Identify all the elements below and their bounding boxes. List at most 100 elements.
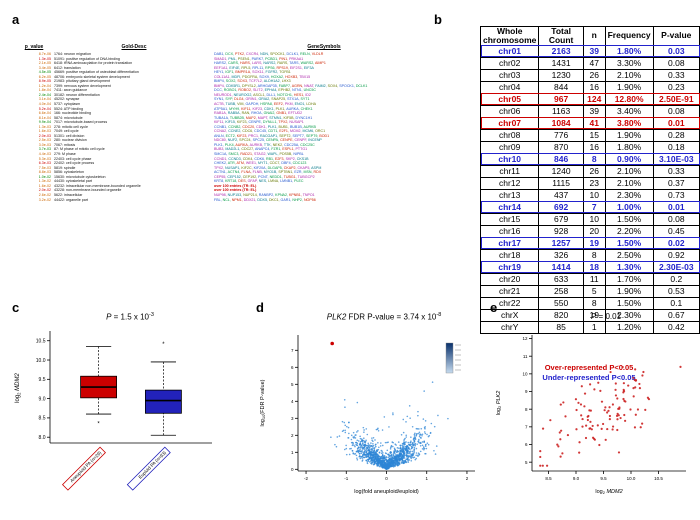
- svg-text:10.5: 10.5: [654, 476, 663, 481]
- go-desc: 87: M phase of mitotic cell cycle: [54, 147, 105, 152]
- go-pvalue: 9.9e-04: [38, 120, 51, 125]
- go-term-row: 6.3e-03 22402: cell cycle process CHEK2, A…: [14, 161, 434, 166]
- go-genes: BUB3, MAD2L1, CDC27, ANAPC4, FZR1, ESPL1…: [214, 147, 308, 152]
- go-term-row: 4.4e-03 279: M phase SMC1A, SMC3, RAD21, S…: [14, 152, 434, 157]
- go-desc: 7411: axon guidance: [54, 88, 88, 93]
- chromosome-table-header: Whole chromosome Total Count n Frequency…: [479, 26, 700, 46]
- go-desc: 51301: cell division: [54, 133, 85, 138]
- svg-text:3: 3: [291, 416, 294, 421]
- go-desc: 45202: synapse: [54, 97, 80, 102]
- go-desc: 6418: tRNA aminoacylation for protein tr…: [54, 61, 133, 66]
- panel-d-label: d: [256, 300, 264, 315]
- go-header-desc: Gold-Desc: [121, 44, 147, 50]
- go-term-row: 1.3e-02 44430: cytoskeletal part KRT8, KRT…: [14, 179, 434, 184]
- go-term-row: 3.1e-04 45202: synapse SYN1, SYP, DLG4, GR…: [14, 97, 434, 102]
- go-pvalue: 4.5e-05: [38, 70, 51, 75]
- go-term-row: 8.1e-04 5874: microtubule TUBA1A, TUBB2B, …: [14, 116, 434, 121]
- volcano-chart: 0 1 2 3 4 5 6 7 -2 -1 0 1 2 log10(FDR P-value) log(fol…: [260, 335, 475, 495]
- svg-text:10.0: 10.0: [36, 358, 46, 364]
- svg-text:*: *: [162, 342, 165, 348]
- x-axis-label: log2 MDM2: [595, 489, 622, 495]
- go-pvalue: 1.3e-02: [38, 179, 51, 184]
- go-pvalue: 1.0e-02: [38, 174, 51, 179]
- go-pvalue: 8.9e-05: [38, 79, 51, 84]
- go-pvalue: 3.7e-03: [38, 147, 51, 152]
- col-header-n: n: [582, 26, 606, 46]
- go-desc: 5524: ATP binding: [54, 106, 84, 111]
- go-genes: RAB1A, RAB5A, RAN, RHOA, GNAI2, GNB1, EF…: [214, 111, 303, 116]
- chromosome-row: chrX 820 19 2.30% 0.67: [479, 308, 700, 322]
- go-genes: KRT8, KRT18, DES, GFAP, NES, LMNA, LMNB1…: [214, 179, 304, 184]
- svg-text:10.0: 10.0: [627, 476, 636, 481]
- go-pvalue: 1.6e-03: [38, 129, 51, 134]
- x-axis-label: Aneuploid PA (n=29): [62, 446, 106, 491]
- go-desc: 48706: embryonic skeletal system develop…: [54, 74, 130, 79]
- go-term-row: 2.6e-02 5622: intracellular NUP98, NUP153,…: [14, 193, 434, 198]
- svg-text:*: *: [97, 422, 100, 428]
- go-desc: 43228: non-membrane-bounded organelle: [54, 188, 122, 193]
- go-genes: CCNB1, CCNB2, CDC20, CDK1, PLK1, BUB1, B…: [214, 124, 316, 129]
- svg-text:12: 12: [522, 336, 528, 341]
- go-term-row: 7.5e-03 5819: spindle TPX2, NUSAP1, KIF2C,…: [14, 166, 434, 171]
- chromosome-row: chr10 846 8 0.90% 3.10E-03: [479, 152, 700, 166]
- svg-text:1: 1: [425, 476, 428, 481]
- col-header-frequency: Frequency: [604, 26, 654, 46]
- go-term-row: 6.2e-05 48706: embryonic skeletal system …: [14, 75, 434, 80]
- svg-text:1: 1: [291, 450, 294, 455]
- svg-text:0: 0: [291, 467, 294, 472]
- svg-text:-1: -1: [344, 476, 348, 481]
- go-genes: SYN1, SYP, DLG4, GRIN1, GRIA2, SNAP25, S…: [214, 97, 310, 102]
- go-desc: 7017: microtubule-based process: [54, 120, 108, 125]
- svg-text:2: 2: [291, 433, 294, 438]
- box: [144, 389, 182, 414]
- go-term-row: 1.6e-02 43232: intracellular non-membrane…: [14, 184, 434, 189]
- go-term-row: 2.0e-03 51301: cell division ANLN, ECT2, K…: [14, 134, 434, 139]
- go-pvalue: 6.3e-03: [38, 161, 51, 166]
- x-axis-label: log(fold aneuploid/euploid): [354, 489, 419, 495]
- svg-text:9.0: 9.0: [39, 396, 46, 402]
- panel-a-label: a: [12, 12, 20, 27]
- go-genes: SMAD1, PML, PSEN1, PARK7, PCBD1, PIN1, P…: [214, 56, 304, 61]
- svg-text:7: 7: [291, 348, 294, 353]
- chromosome-row: chr15 679 10 1.50% 0.08: [479, 212, 700, 226]
- go-pvalue: 8.7e-06: [38, 52, 51, 56]
- go-table-header: p_value Gold-Desc GeneSymbols: [14, 44, 434, 50]
- go-term-row: 2.0e-02 43228: non-membrane-bounded organ…: [14, 188, 434, 193]
- svg-text:8: 8: [525, 407, 528, 412]
- chromosome-table: Whole chromosome Total Count n Frequency…: [479, 26, 700, 334]
- go-desc: 22402: cell cycle process: [54, 161, 95, 166]
- go-term-row: 1.3e-03 278: mitotic cell cycle CCNB1, CCN…: [14, 125, 434, 130]
- go-genes: NUP98, NUP153, NUP214, RANBP2, KPNA2, KP…: [214, 192, 315, 197]
- go-header-pvalue: p_value: [24, 44, 44, 50]
- go-genes: SMC1A, SMC3, RAD21, STAG2, WAPL, PDS5B, …: [214, 152, 304, 157]
- go-genes: over 100 entries (TR: EL): [214, 188, 257, 193]
- chromosome-row: chr13 437 10 2.30% 0.73: [479, 188, 700, 202]
- svg-text:6: 6: [291, 365, 294, 370]
- go-pvalue: 1.3e-05: [38, 56, 51, 61]
- legend-entry: Over-represented P<0.05: [544, 363, 634, 372]
- go-pvalue: 3.0e-03: [38, 142, 51, 147]
- svg-text:0: 0: [385, 476, 388, 481]
- go-term-row: 3.7e-03 87: M phase of mitotic cell cycle…: [14, 147, 434, 152]
- go-term-row: 1.6e-03 7049: cell cycle CCNA2, CCNE2, CDC…: [14, 129, 434, 134]
- go-term-row: 8.9e-05 21983: pituitary gland developmen…: [14, 79, 434, 84]
- go-header-genes: GeneSymbols: [307, 44, 341, 50]
- scatter-chart: 5 6 7 8 9 10 11 12 8.5 9.0 9.5 10.0 10.5 log2 PLK2 log…: [496, 335, 686, 495]
- svg-text:5: 5: [525, 460, 528, 465]
- go-pvalue: 2.0e-03: [38, 133, 51, 138]
- go-genes: HEY1, IGF1, BMPR1A, SOX11, FGFR2, TGFB1: [214, 70, 291, 75]
- go-desc: 43232: intracellular non-membrane-bounde…: [54, 183, 141, 188]
- chromosome-row: chr14 692 7 1.00% 0.01: [479, 200, 700, 214]
- chromosome-row: chr03 1230 26 2.10% 0.33: [479, 68, 700, 82]
- go-genes: DCC, ROBO1, ROBO2, SLIT2, EPHA4, EPHB2, …: [214, 88, 316, 93]
- go-term-row: 1.3e-05 51091: positive regulation of DNA…: [14, 57, 434, 62]
- chromosome-row: chr08 776 15 1.90% 0.28: [479, 128, 700, 142]
- go-desc: 1764: neuron migration: [54, 52, 91, 56]
- go-pvalue: 5.3e-03: [38, 156, 51, 161]
- go-table-rows: 8.7e-06 1764: neuron migration DAB1, DCX, …: [14, 52, 434, 202]
- go-pvalue: 2.5e-03: [38, 138, 51, 143]
- col-header-pvalue: P-value: [652, 26, 700, 46]
- go-genes: CHEK2, ATR, ATM, WEE1, MYT1, CDC7, DBF4,…: [214, 161, 307, 166]
- go-desc: 15630: microtubule cytoskeleton: [54, 174, 106, 179]
- go-pvalue: 2.6e-02: [38, 192, 51, 197]
